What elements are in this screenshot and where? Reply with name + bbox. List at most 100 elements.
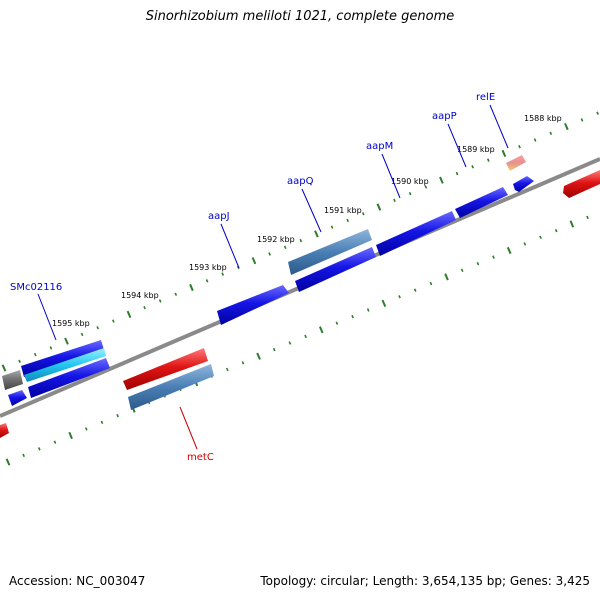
tick-label-1591: 1591 kbp — [324, 206, 362, 215]
tick-mark — [318, 326, 324, 334]
gene-label-aapJ: aapJ — [208, 211, 230, 222]
reverse-gene-arrow[interactable] — [563, 170, 600, 198]
gene-label-aapM: aapM — [366, 141, 393, 152]
tick-mark — [492, 255, 495, 259]
tick-mark — [444, 273, 449, 281]
tick-mark — [5, 458, 11, 466]
tick-mark — [361, 212, 365, 216]
gene-label-SMc02116: SMc02116 — [10, 282, 62, 293]
tick-mark — [346, 218, 350, 223]
tick-mark — [272, 347, 276, 352]
tick-mark — [80, 332, 84, 337]
aapP-leader — [447, 123, 467, 168]
aapJ-gene-arrow[interactable] — [217, 285, 289, 325]
reverse-gene-arrow[interactable] — [123, 348, 208, 390]
tick-mark — [299, 238, 303, 243]
SMc02116-cyan-arrow[interactable] — [24, 348, 106, 382]
tick-mark — [288, 341, 292, 345]
tick-mark — [256, 352, 261, 360]
tick-mark — [33, 352, 37, 357]
tick-mark — [18, 359, 21, 364]
tick-mark — [398, 295, 401, 299]
relE-gene-block[interactable] — [506, 155, 526, 171]
outer-tick-ring — [1, 111, 599, 372]
tick-mark — [268, 252, 271, 256]
gene-label-relE: relE — [476, 92, 495, 103]
tick-mark — [455, 171, 459, 176]
aapQ-gene-arrow[interactable] — [288, 229, 372, 275]
tick-mark — [84, 427, 88, 431]
metC-leader — [179, 406, 198, 450]
tick-mark — [205, 279, 209, 283]
tick-mark — [381, 299, 387, 307]
aapQ-leader — [301, 188, 322, 233]
aapQ-lower-arrow[interactable] — [295, 247, 376, 292]
relE-leader — [489, 104, 509, 149]
tick-mark — [471, 165, 474, 169]
tick-mark — [68, 431, 73, 440]
accession-text: Accession: NC_003047 — [9, 574, 146, 588]
map-title: Sinorhizobium meliloti 1021, complete ge… — [145, 9, 455, 24]
tick-mark — [518, 144, 521, 149]
tick-mark — [37, 447, 41, 451]
SMc02116-gene-arrow[interactable] — [21, 340, 104, 377]
metC-gene-arrow[interactable] — [128, 364, 214, 410]
tick-label-1595: 1595 kbp — [52, 319, 90, 328]
forward-gene-arrow[interactable] — [513, 176, 534, 192]
tick-mark — [189, 283, 194, 292]
tick-mark — [241, 361, 245, 365]
tick-mark — [580, 118, 584, 122]
tick-mark — [506, 246, 512, 255]
tick-label-1590: 1590 kbp — [391, 177, 429, 186]
tick-mark — [549, 131, 553, 135]
tick-mark — [501, 149, 507, 158]
tick-mark — [439, 176, 444, 184]
gene-label-aapQ: aapQ — [287, 176, 314, 187]
forward-gene-arrow[interactable] — [28, 358, 110, 398]
tick-mark — [413, 288, 417, 292]
tick-mark — [351, 314, 354, 319]
tick-mark — [476, 261, 480, 266]
tick-mark — [569, 220, 575, 228]
grey-gene-block[interactable] — [2, 370, 23, 390]
tick-mark — [1, 364, 7, 372]
tick-mark — [64, 337, 69, 345]
aapM-gene-arrow[interactable] — [376, 211, 456, 256]
topology-text: Topology: circular; Length: 3,654,135 bp… — [260, 574, 590, 588]
tick-label-1593: 1593 kbp — [189, 263, 227, 272]
aapP-gene-arrow[interactable] — [455, 187, 508, 218]
tick-mark — [564, 122, 569, 131]
gene-label-aapP: aapP — [432, 111, 457, 122]
aapJ-leader — [220, 223, 240, 269]
tick-mark — [376, 203, 382, 211]
tick-mark — [486, 158, 490, 162]
SMc02116-leader — [37, 293, 57, 341]
reverse-gene-arrow[interactable] — [0, 423, 9, 438]
tick-mark — [460, 268, 464, 273]
tick-mark — [539, 235, 542, 239]
tick-mark — [158, 299, 162, 303]
tick-mark — [251, 257, 257, 265]
tick-mark — [314, 230, 319, 238]
tick-mark — [100, 420, 104, 425]
tick-mark — [335, 321, 339, 325]
tick-mark — [533, 138, 537, 142]
tick-mark — [330, 225, 334, 229]
tick-mark — [112, 319, 115, 323]
tick-label-1592: 1592 kbp — [257, 235, 295, 244]
tick-mark — [225, 367, 229, 372]
inner-tick-ring — [5, 215, 589, 466]
forward-gene-arrow[interactable] — [8, 390, 27, 406]
tick-mark — [596, 111, 599, 115]
tick-mark — [22, 453, 25, 458]
tick-mark — [304, 334, 307, 339]
tick-mark — [116, 414, 119, 418]
aapM-leader — [381, 153, 401, 199]
tick-mark — [126, 310, 132, 318]
tick-mark — [283, 245, 287, 250]
tick-mark — [408, 191, 412, 196]
tick-mark — [586, 215, 589, 220]
tick-mark — [429, 281, 433, 286]
tick-mark — [96, 326, 100, 330]
